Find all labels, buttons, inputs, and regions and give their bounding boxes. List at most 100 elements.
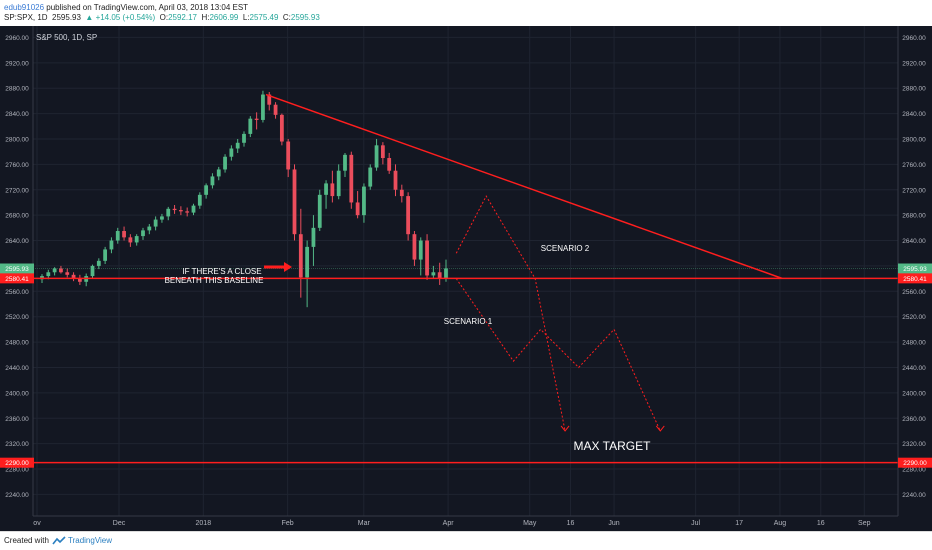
candle bbox=[134, 234, 139, 246]
ohlc-info: SP:SPX, 1D 2595.93 ▲ +14.05 (+0.54%) O:2… bbox=[4, 13, 320, 22]
candle-body bbox=[210, 176, 215, 186]
y-tick-label-right: 2280.00 bbox=[902, 467, 926, 474]
scenario-arrowhead bbox=[560, 425, 570, 432]
candle bbox=[305, 240, 310, 308]
candle bbox=[147, 224, 152, 235]
candle bbox=[197, 192, 202, 209]
x-tick-label: 16 bbox=[567, 520, 575, 527]
candle bbox=[273, 102, 278, 119]
candle-body bbox=[90, 265, 95, 277]
candle-body bbox=[374, 145, 379, 168]
y-tick-label-right: 2840.00 bbox=[902, 111, 926, 118]
candle bbox=[298, 208, 303, 298]
y-tick-label-right: 2720.00 bbox=[902, 187, 926, 194]
candle bbox=[431, 265, 436, 279]
y-tick-label-right: 2880.00 bbox=[902, 86, 926, 93]
author-link[interactable]: edub91026 bbox=[4, 3, 45, 12]
candle-body bbox=[216, 169, 221, 177]
candle-body bbox=[197, 194, 202, 206]
tradingview-brand-link[interactable]: TradingView bbox=[68, 536, 113, 545]
y-tick-label-right: 2240.00 bbox=[902, 492, 926, 499]
candle-body bbox=[185, 211, 190, 213]
y-tick-label-right: 2760.00 bbox=[902, 162, 926, 169]
candle-body bbox=[298, 234, 303, 278]
candle-body bbox=[242, 133, 246, 143]
scenario-path bbox=[455, 278, 661, 432]
change-value: +14.05 (+0.54%) bbox=[95, 13, 156, 22]
candle-body bbox=[248, 118, 253, 134]
candle bbox=[185, 207, 190, 217]
candle-body bbox=[77, 278, 82, 282]
baseline-note-line2: BENEATH THIS BASELINE bbox=[165, 276, 264, 285]
candle bbox=[210, 173, 215, 189]
candle-body bbox=[254, 118, 259, 120]
y-tick-label-right: 2400.00 bbox=[902, 390, 926, 397]
candle-body bbox=[52, 268, 57, 273]
candle-body bbox=[122, 231, 126, 238]
x-tick-label: Jun bbox=[608, 520, 619, 527]
candle bbox=[204, 183, 209, 199]
candle-body bbox=[343, 154, 347, 171]
candle-body bbox=[160, 216, 164, 220]
candle-body bbox=[235, 142, 240, 149]
price-tag-text: 2290.00 bbox=[5, 460, 29, 467]
price-tag-text: 2580.41 bbox=[5, 276, 29, 283]
candle bbox=[52, 267, 57, 276]
candle bbox=[153, 216, 158, 231]
y-tick-label-right: 2960.00 bbox=[902, 35, 926, 42]
candle bbox=[368, 164, 373, 190]
price-tag-bg bbox=[898, 263, 932, 274]
open-value: 2592.17 bbox=[168, 13, 197, 22]
tradingview-logo-icon bbox=[52, 536, 66, 545]
chart-area[interactable]: ov Dec 2018 Feb Mar Apr May 16 Jun Jul 17 Aug 16 Sep 2… bbox=[0, 26, 932, 531]
candle-body bbox=[273, 104, 278, 115]
candle-body bbox=[147, 226, 152, 231]
candle-body bbox=[399, 189, 404, 197]
candle-body bbox=[172, 208, 177, 211]
candle bbox=[311, 215, 316, 266]
y-tick-label-left: 2680.00 bbox=[5, 213, 29, 220]
high-value: 2606.99 bbox=[209, 13, 239, 22]
candle-body bbox=[115, 231, 120, 241]
candle bbox=[437, 262, 442, 285]
candle-body bbox=[71, 274, 76, 279]
candle-body bbox=[65, 272, 70, 275]
x-tick-label: Mar bbox=[358, 520, 371, 527]
candle bbox=[115, 227, 120, 244]
trendline bbox=[265, 93, 783, 280]
symbol-label: SP:SPX, 1D bbox=[4, 13, 48, 22]
candle bbox=[223, 154, 227, 173]
price-chart[interactable]: ov Dec 2018 Feb Mar Apr May 16 Jun Jul 17 Aug 16 Sep 2… bbox=[0, 26, 932, 531]
candle bbox=[349, 151, 354, 209]
publish-header: edub91026 published on TradingView.com, … bbox=[0, 0, 932, 26]
y-tick-label-right: 2520.00 bbox=[902, 314, 926, 321]
candle bbox=[425, 234, 429, 280]
price-tag-bg bbox=[898, 457, 932, 468]
candle-body bbox=[317, 194, 322, 228]
candle bbox=[248, 116, 253, 138]
y-tick-label-right: 2320.00 bbox=[902, 441, 926, 448]
candle bbox=[343, 152, 347, 178]
x-tick-label: Dec bbox=[113, 520, 126, 527]
y-tick-label-left: 2880.00 bbox=[5, 86, 29, 93]
candle bbox=[406, 192, 411, 241]
arrow-right-icon bbox=[264, 262, 292, 272]
candle bbox=[418, 237, 423, 276]
candle bbox=[103, 246, 108, 265]
candle bbox=[59, 265, 63, 274]
candle-body bbox=[368, 167, 373, 187]
chart-title: S&P 500, 1D, SP bbox=[36, 33, 97, 42]
candle-body bbox=[311, 227, 316, 247]
last-price: 2595.93 bbox=[52, 13, 81, 22]
y-tick-label-right: 2640.00 bbox=[902, 238, 926, 245]
candle bbox=[380, 142, 385, 165]
candle-body bbox=[437, 272, 442, 278]
high-label: H: bbox=[201, 13, 210, 22]
price-tag-left: 2595.93 bbox=[0, 263, 34, 274]
close-label: C: bbox=[282, 13, 291, 22]
candle bbox=[172, 204, 177, 214]
x-tick-label: Sep bbox=[858, 520, 871, 527]
candle bbox=[286, 138, 291, 178]
y-tick-label-left: 2840.00 bbox=[5, 111, 29, 118]
x-tick-label: Aug bbox=[774, 520, 787, 527]
